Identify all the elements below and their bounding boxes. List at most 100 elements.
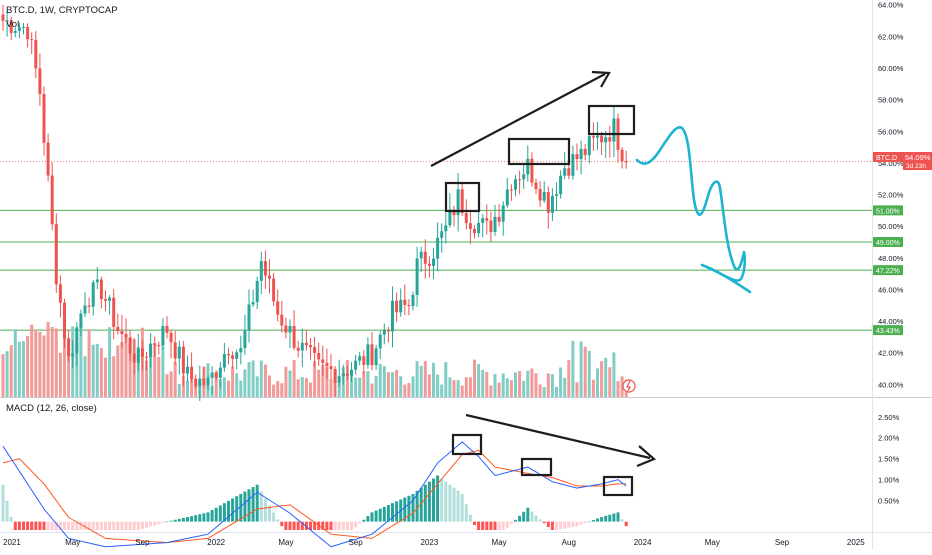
candle-body[interactable] [243,330,247,349]
candle-body[interactable] [190,366,194,379]
macd-legend[interactable]: MACD (12, 26, close) [6,403,97,414]
candle-body[interactable] [198,378,202,387]
candle-body[interactable] [26,26,30,40]
candle-body[interactable] [600,135,604,143]
macd-drawing-box-2[interactable] [520,457,553,477]
candle-body[interactable] [58,284,62,303]
candle-body[interactable] [567,168,571,176]
candle-body[interactable] [624,161,628,163]
candle-body[interactable] [473,228,476,234]
candle-body[interactable] [30,39,34,41]
candle-body[interactable] [181,346,185,374]
candle-body[interactable] [235,352,239,359]
candle-body[interactable] [1,14,5,21]
projection-path[interactable] [635,126,752,294]
candle-body[interactable] [620,149,624,162]
candle-body[interactable] [304,342,308,346]
candle-body[interactable] [436,237,440,259]
candle-body[interactable] [358,356,362,361]
candle-body[interactable] [317,352,321,360]
candle-body[interactable] [583,148,587,156]
candle-body[interactable] [280,314,284,326]
candle-body[interactable] [452,209,456,216]
candle-body[interactable] [124,334,128,338]
candle-body[interactable] [563,168,567,176]
candle-body[interactable] [186,366,189,374]
candle-body[interactable] [542,192,546,201]
candle-body[interactable] [550,195,554,213]
candle-body[interactable] [231,355,235,359]
candle-body[interactable] [575,154,579,160]
candle-body[interactable] [386,330,390,332]
macd-drawing-arrow-head[interactable] [636,445,657,468]
symbol-legend[interactable]: BTC.D, 1W, CRYPTOCAP [6,5,118,16]
candle-body[interactable] [5,20,9,22]
candle-body[interactable] [501,205,505,222]
candle-body[interactable] [321,359,325,363]
candle-body[interactable] [46,142,50,176]
volume-legend[interactable]: Vol [6,19,19,30]
candle-body[interactable] [272,278,276,302]
candle-body[interactable] [38,68,42,94]
candle-body[interactable] [440,231,444,238]
candle-body[interactable] [325,362,329,367]
candle-body[interactable] [206,377,210,386]
drawing-annotations[interactable] [430,70,657,497]
candle-body[interactable] [218,367,222,378]
price-pane[interactable] [0,0,872,397]
candle-body[interactable] [140,348,144,357]
candle-body[interactable] [329,366,333,370]
candle-body[interactable] [177,346,181,359]
candle-body[interactable] [477,222,481,234]
candle-body[interactable] [95,279,99,283]
candle-body[interactable] [587,136,591,156]
candle-body[interactable] [382,330,386,335]
candle-body[interactable] [153,343,157,346]
candle-body[interactable] [194,378,198,387]
candle-body[interactable] [309,345,312,348]
candle-body[interactable] [157,345,161,347]
candle-body[interactable] [534,182,538,190]
candle-body[interactable] [288,326,292,333]
candle-body[interactable] [432,258,435,266]
candle-body[interactable] [518,179,522,181]
candle-body[interactable] [268,275,271,279]
candle-body[interactable] [559,175,563,195]
candle-body[interactable] [227,353,230,356]
candle-body[interactable] [222,353,226,368]
candle-body[interactable] [116,326,120,332]
candle-body[interactable] [313,347,317,353]
candle-body[interactable] [202,378,206,386]
candle-body[interactable] [374,348,378,366]
candle-body[interactable] [104,299,107,301]
candle-body[interactable] [526,158,530,175]
candle-body[interactable] [345,373,349,376]
candle-body[interactable] [608,137,612,142]
candle-body[interactable] [87,305,91,307]
candle-body[interactable] [22,26,25,28]
candle-body[interactable] [67,338,71,357]
candle-body[interactable] [481,218,485,223]
candle-body[interactable] [247,304,251,331]
candle-body[interactable] [489,220,493,232]
drawing-box-2[interactable] [507,137,571,166]
candle-body[interactable] [419,251,423,259]
drawing-box-3[interactable] [587,104,636,136]
candle-body[interactable] [444,225,448,232]
candle-body[interactable] [399,299,403,313]
candle-body[interactable] [13,30,17,33]
candle-body[interactable] [284,325,288,333]
candle-body[interactable] [555,194,558,196]
macd-drawing-box-3[interactable] [602,475,634,497]
candle-body[interactable] [538,189,542,201]
candle-body[interactable] [333,369,337,384]
candle-body[interactable] [71,353,75,357]
candle-body[interactable] [83,305,87,314]
candle-body[interactable] [514,179,517,190]
candle-body[interactable] [509,189,513,191]
candle-body[interactable] [79,313,83,328]
candle-body[interactable] [108,297,112,301]
macd-drawing-box-1[interactable] [451,433,483,456]
candle-body[interactable] [145,356,148,358]
